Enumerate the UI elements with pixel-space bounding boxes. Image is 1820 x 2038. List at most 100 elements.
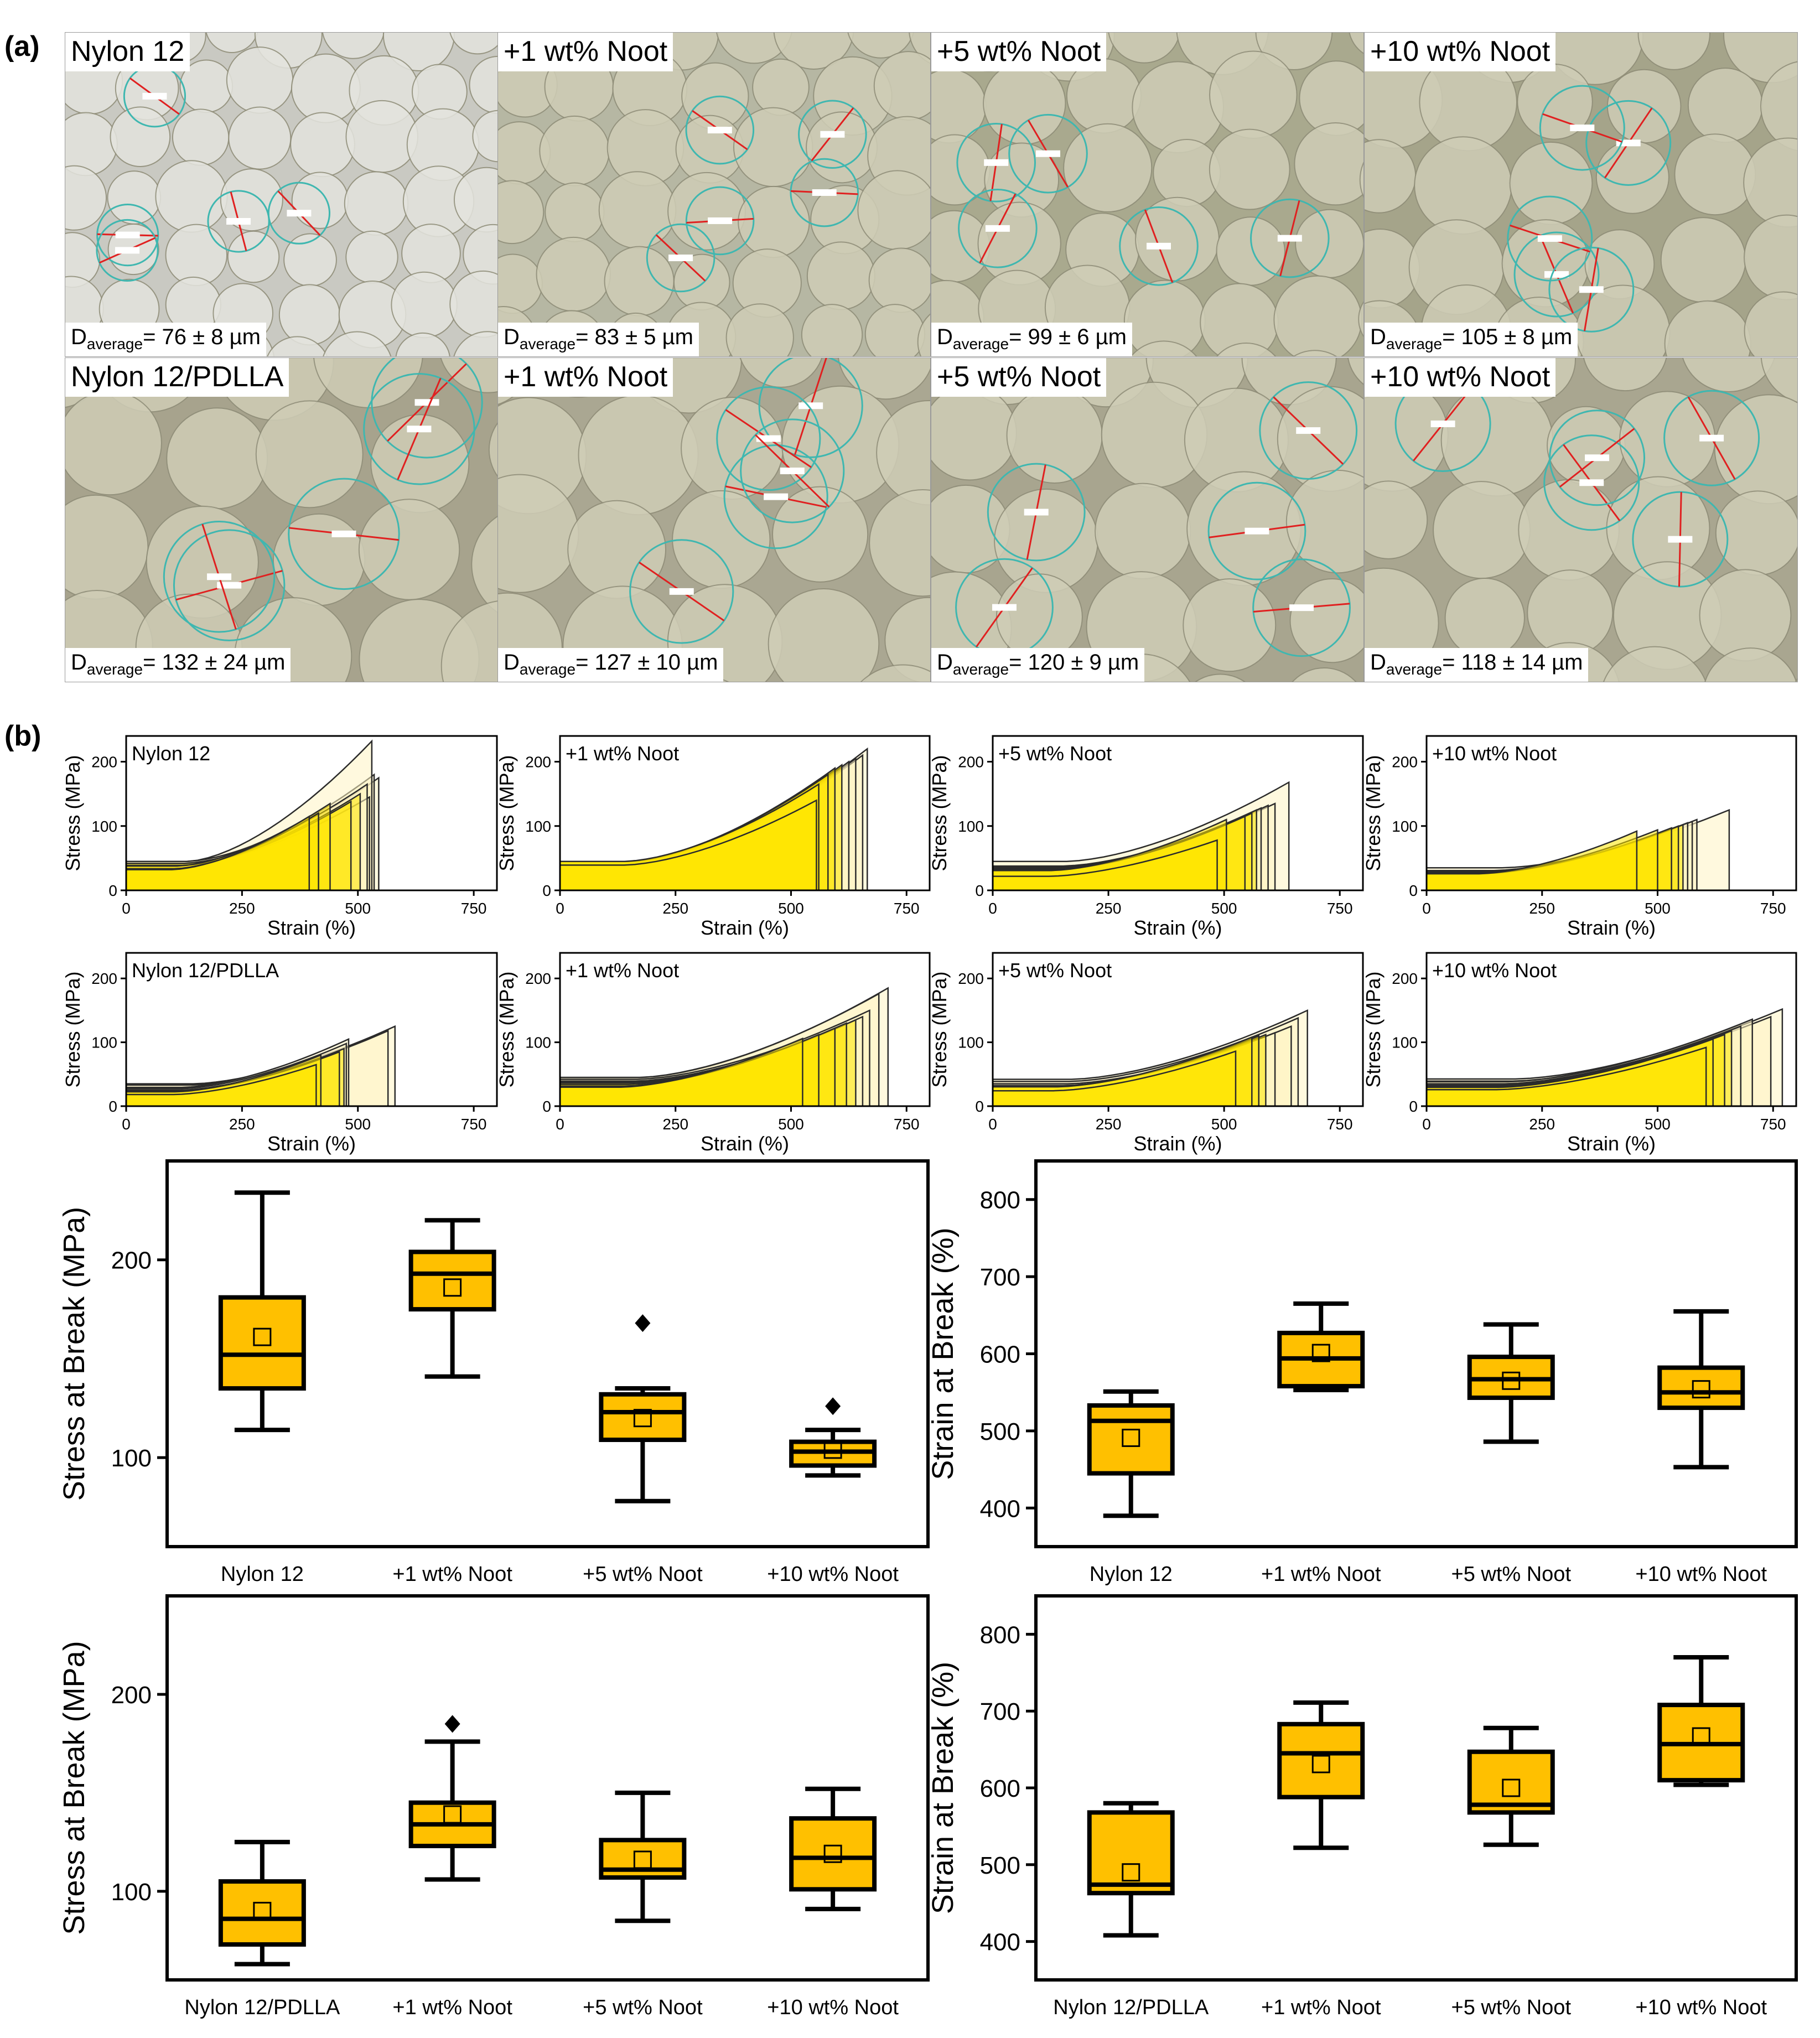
micrograph-label: +10 wt% Noot <box>1365 358 1556 397</box>
mean-marker <box>1311 1344 1330 1362</box>
micrograph-r1-c2: +1 wt% Noot Daverage= 83 ± 5 µm <box>497 32 931 357</box>
y-tick-label: 200 <box>958 970 984 987</box>
plot-frame <box>1034 1159 1798 1548</box>
iqr-box <box>599 1392 687 1442</box>
x-axis-label: Strain (%) <box>701 916 789 939</box>
iqr-box <box>1657 1365 1745 1410</box>
category-label: +5 wt% Noot <box>1451 1996 1572 2019</box>
average-diameter-label: Daverage= 76 ± 8 µm <box>65 323 266 356</box>
plot-frame <box>559 952 931 1107</box>
y-tick-label: 0 <box>108 882 117 899</box>
x-tick-label: 750 <box>1760 900 1786 917</box>
outlier-marker <box>825 1397 841 1415</box>
y-axis-label: Stress at Break (MPa) <box>58 1641 91 1935</box>
chart-title: Nylon 12/PDLLA <box>132 959 279 982</box>
x-tick-label: 0 <box>122 900 131 917</box>
micrograph-label: +1 wt% Noot <box>498 358 673 397</box>
mean-marker <box>1122 1428 1140 1447</box>
category-label: +1 wt% Noot <box>1261 1996 1381 2019</box>
y-tick-label: 800 <box>980 1187 1020 1214</box>
y-axis-label: Strain at Break (%) <box>926 1662 960 1914</box>
y-tick-label: 200 <box>91 754 117 771</box>
plot-frame <box>992 735 1364 891</box>
x-tick-label: 0 <box>988 1116 997 1133</box>
y-tick-label: 200 <box>525 970 551 987</box>
y-tick-label: 200 <box>111 1247 152 1274</box>
micrograph-label: +5 wt% Noot <box>931 358 1107 397</box>
category-label: +5 wt% Noot <box>583 1563 703 1586</box>
y-tick-label: 600 <box>980 1775 1020 1802</box>
x-tick-label: 750 <box>461 1116 487 1133</box>
mean-marker <box>443 1278 462 1297</box>
average-diameter-label: Daverage= 99 ± 6 µm <box>931 323 1132 356</box>
x-tick-label: 250 <box>662 900 688 917</box>
stress-strain-curve <box>559 799 817 891</box>
x-tick-label: 500 <box>1211 1116 1237 1133</box>
y-tick-label: 200 <box>1392 970 1418 987</box>
mean-marker <box>1692 1727 1710 1746</box>
category-label: +10 wt% Noot <box>1635 1996 1767 2019</box>
y-tick-label: 100 <box>111 1445 152 1472</box>
y-axis-label: Stress (MPa) <box>495 755 518 871</box>
chart-title: +10 wt% Noot <box>1432 959 1557 982</box>
x-tick-label: 500 <box>778 900 804 917</box>
micrograph-label: +10 wt% Noot <box>1365 33 1556 71</box>
stress-strain-chart-7: 0 250 500 750 0 100 200 +5 wt% Noot Strain (%) St… <box>928 952 1364 1155</box>
box-plot-4: Nylon 12/PDLLA +1 wt% Noot +5 wt% Noot +10 … <box>926 1594 1798 2019</box>
x-tick-label: 500 <box>345 1116 371 1133</box>
average-diameter-label: Daverage= 120 ± 9 µm <box>931 648 1145 682</box>
x-tick-label: 250 <box>229 1116 255 1133</box>
y-tick-label: 0 <box>975 882 984 899</box>
average-diameter-label: Daverage= 105 ± 8 µm <box>1365 323 1578 356</box>
micrograph-r2-c3: +5 wt% Noot Daverage= 120 ± 9 µm <box>931 357 1364 682</box>
mean-marker <box>633 1409 652 1428</box>
x-tick-label: 0 <box>556 1116 564 1133</box>
iqr-box <box>218 1879 306 1947</box>
micrograph-label: Nylon 12 <box>65 33 190 71</box>
y-tick-label: 100 <box>958 1034 984 1051</box>
category-label: +5 wt% Noot <box>583 1996 703 2019</box>
stress-strain-chart-3: 0 250 500 750 0 100 200 +5 wt% Noot Strain (%) St… <box>928 735 1364 939</box>
y-tick-label: 0 <box>1409 882 1418 899</box>
plot-frame <box>992 952 1364 1107</box>
iqr-box <box>408 1249 496 1312</box>
mean-marker <box>1502 1371 1521 1390</box>
y-tick-label: 100 <box>91 818 117 835</box>
x-tick-label: 250 <box>1096 900 1122 917</box>
category-label: +1 wt% Noot <box>392 1996 512 2019</box>
y-tick-label: 100 <box>525 1034 551 1051</box>
chart-title: +1 wt% Noot <box>566 742 679 765</box>
y-tick-label: 500 <box>980 1852 1020 1879</box>
x-axis-label: Strain (%) <box>1567 1132 1656 1155</box>
iqr-box <box>599 1838 687 1880</box>
y-tick-label: 100 <box>958 818 984 835</box>
average-diameter-label: Daverage= 118 ± 14 µm <box>1365 648 1589 682</box>
y-tick-label: 700 <box>980 1698 1020 1725</box>
micrograph-r1-c1: Nylon 12 Daverage= 76 ± 8 µm <box>65 32 498 357</box>
stress-strain-chart-5: 0 250 500 750 0 100 200 Nylon 12/PDLLA Strain (%… <box>61 952 498 1155</box>
plot-frame <box>1425 952 1797 1107</box>
category-label: +10 wt% Noot <box>767 1996 899 2019</box>
y-tick-label: 100 <box>1392 818 1418 835</box>
y-tick-label: 200 <box>91 970 117 987</box>
x-tick-label: 500 <box>1645 1116 1671 1133</box>
plot-frame <box>165 1594 930 1982</box>
micrograph-r2-c2: +1 wt% Noot Daverage= 127 ± 10 µm <box>497 357 931 682</box>
x-tick-label: 0 <box>122 1116 131 1133</box>
micrograph-label: Nylon 12/PDLLA <box>65 358 289 397</box>
y-axis-label: Stress (MPa) <box>61 971 84 1087</box>
category-label: +10 wt% Noot <box>1635 1563 1767 1586</box>
category-label: +10 wt% Noot <box>767 1563 899 1586</box>
micrograph-r2-c1: Nylon 12/PDLLA Daverage= 132 ± 24 µm <box>65 357 498 682</box>
chart-title: +10 wt% Noot <box>1432 742 1557 765</box>
category-label: Nylon 12 <box>1090 1563 1173 1586</box>
x-tick-label: 250 <box>1096 1116 1122 1133</box>
y-tick-label: 200 <box>1392 754 1418 771</box>
x-axis-label: Strain (%) <box>1567 916 1656 939</box>
category-label: Nylon 12/PDLLA <box>184 1996 340 2019</box>
y-tick-label: 100 <box>91 1034 117 1051</box>
y-tick-label: 600 <box>980 1341 1020 1368</box>
y-tick-label: 200 <box>111 1682 152 1709</box>
x-tick-label: 750 <box>894 900 920 917</box>
category-label: Nylon 12 <box>221 1563 304 1586</box>
